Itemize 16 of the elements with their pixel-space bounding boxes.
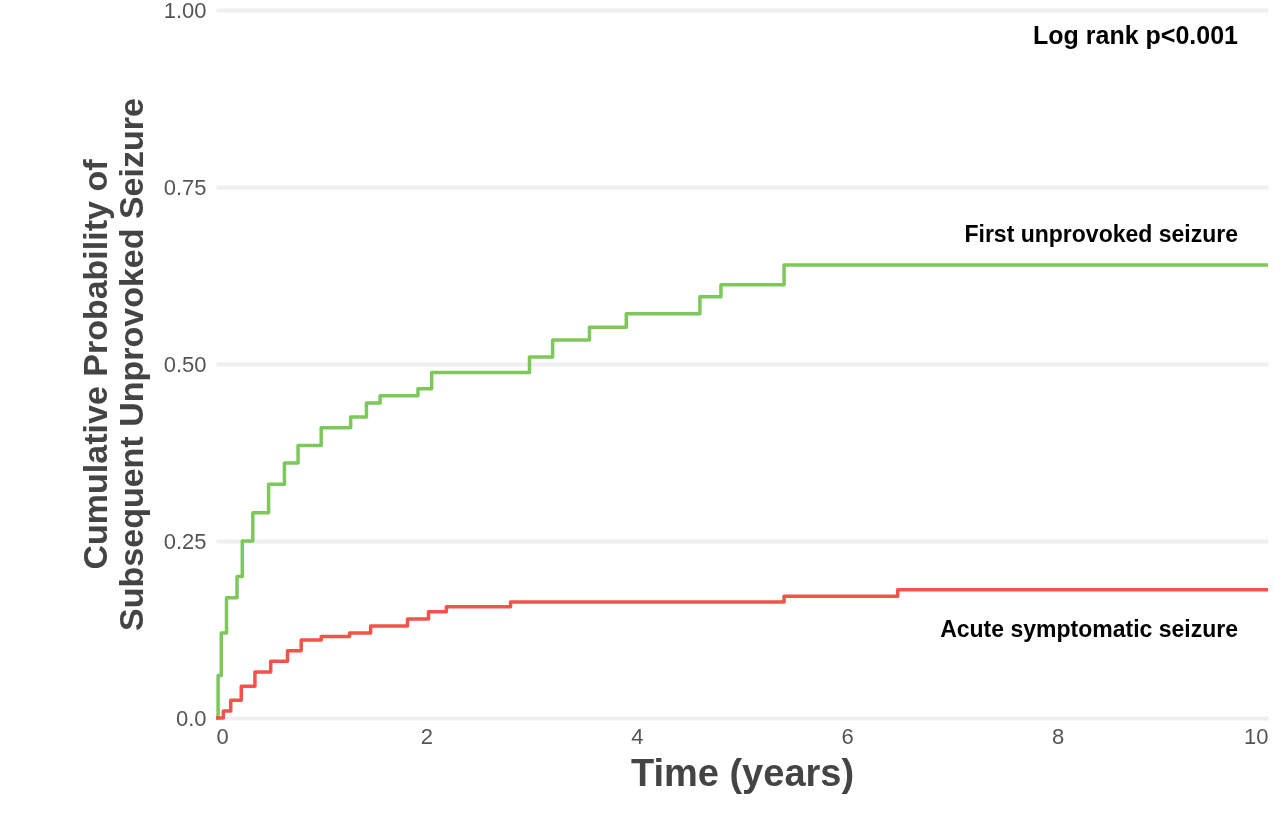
- y-tick-label: 0.75: [163, 174, 207, 200]
- y-tick-label: 0.25: [163, 528, 207, 554]
- x-axis-title: Time (years): [630, 751, 855, 794]
- y-tick-label: 1.00: [163, 0, 207, 23]
- y-axis-title: Cumulative Probability of Subsequent Unprovoked Seizure: [75, 98, 150, 631]
- series-label: Acute symptomatic seizure: [940, 615, 1238, 642]
- x-tick-label: 0: [216, 723, 229, 749]
- y-tick-label: 0.50: [163, 351, 207, 377]
- x-tick-label: 4: [631, 723, 644, 749]
- x-tick-label: 10: [1244, 723, 1269, 749]
- y-tick-label: 0.0: [175, 705, 207, 731]
- x-tick-label: 6: [841, 723, 854, 749]
- x-tick-label: 2: [420, 723, 434, 749]
- x-tick-label: 8: [1051, 723, 1065, 749]
- series-label: First unprovoked seizure: [964, 220, 1238, 247]
- annotation: Log rank p<0.001: [1033, 21, 1239, 49]
